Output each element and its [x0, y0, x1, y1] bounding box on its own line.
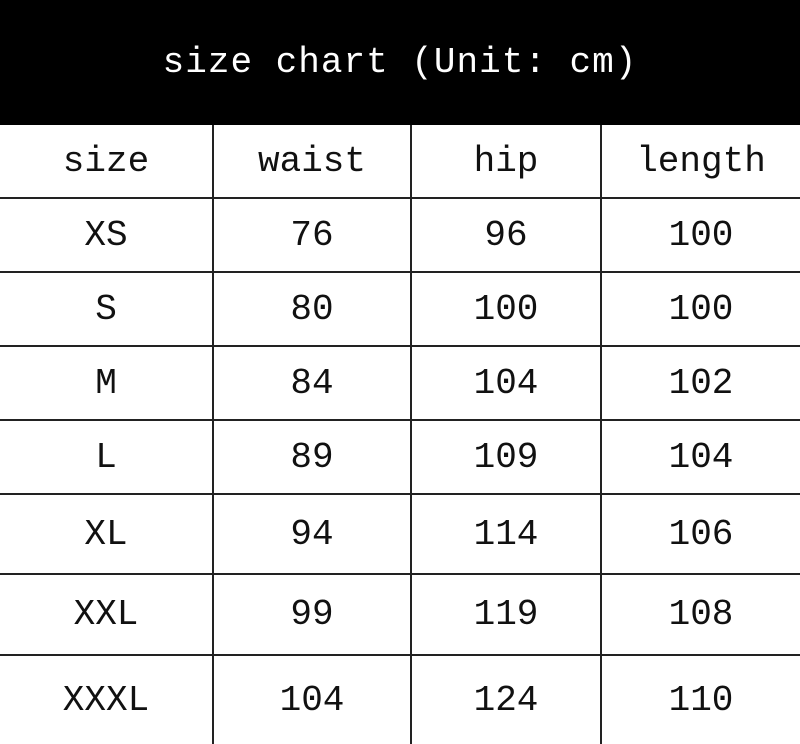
table-cell: 96 — [410, 197, 602, 273]
table-cell: XS — [0, 197, 214, 273]
table-cell: 108 — [600, 573, 800, 656]
table-row: S 80 100 100 — [0, 271, 800, 347]
table-row: XXL 99 119 108 — [0, 573, 800, 656]
table-row: XXXL 104 124 110 — [0, 654, 800, 744]
table-cell: 84 — [212, 345, 412, 421]
table-cell: 89 — [212, 419, 412, 495]
column-header: waist — [212, 125, 412, 199]
table-cell: 102 — [600, 345, 800, 421]
table-cell: 80 — [212, 271, 412, 347]
table-cell: 104 — [600, 419, 800, 495]
column-header: length — [600, 125, 800, 199]
size-table: size waist hip length XS 76 96 100 S 80 100 100 M 84 1… — [0, 125, 800, 744]
header-row: size waist hip length — [0, 125, 800, 199]
column-header: hip — [410, 125, 602, 199]
table-cell: 124 — [410, 654, 602, 744]
table-cell: 104 — [410, 345, 602, 421]
table-cell: L — [0, 419, 214, 495]
table-cell: 109 — [410, 419, 602, 495]
table-cell: 114 — [410, 493, 602, 575]
table-cell: 99 — [212, 573, 412, 656]
table-cell: 104 — [212, 654, 412, 744]
table-cell: 94 — [212, 493, 412, 575]
chart-title: size chart (Unit: cm) — [162, 42, 638, 83]
table-cell: 110 — [600, 654, 800, 744]
table-cell: XL — [0, 493, 214, 575]
title-band: size chart (Unit: cm) — [0, 0, 800, 125]
table-cell: XXL — [0, 573, 214, 656]
table-cell: 119 — [410, 573, 602, 656]
table-cell: 76 — [212, 197, 412, 273]
table-cell: 100 — [410, 271, 602, 347]
table-cell: 100 — [600, 197, 800, 273]
table-cell: XXXL — [0, 654, 214, 744]
table-cell: 106 — [600, 493, 800, 575]
table-cell: M — [0, 345, 214, 421]
table-row: XS 76 96 100 — [0, 197, 800, 273]
table-row: L 89 109 104 — [0, 419, 800, 495]
table-row: XL 94 114 106 — [0, 493, 800, 575]
table-cell: S — [0, 271, 214, 347]
column-header: size — [0, 125, 214, 199]
table-row: M 84 104 102 — [0, 345, 800, 421]
table-cell: 100 — [600, 271, 800, 347]
